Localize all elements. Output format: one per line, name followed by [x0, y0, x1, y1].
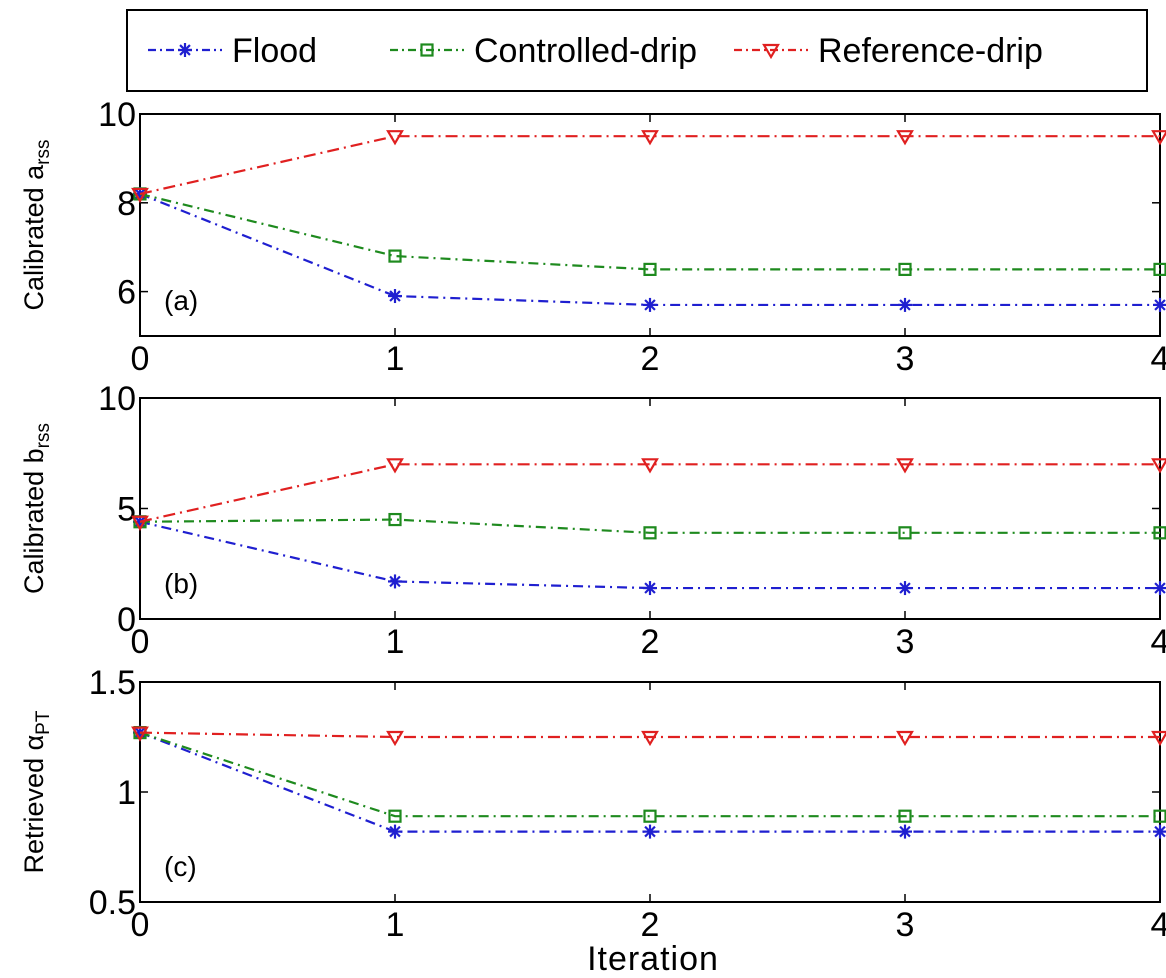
data-point-reference-drip [1151, 130, 1166, 146]
data-point-reference-drip [131, 187, 149, 204]
data-point-flood [1153, 581, 1166, 596]
x-tick-label: 4 [1151, 906, 1166, 944]
y-tick-label: 8 [117, 185, 136, 223]
data-point-controlled-drip [388, 249, 402, 263]
x-axis-label: Iteration [587, 940, 719, 978]
panel-3: 0 1 2 3 4 0.5 1 1.5 Retrieved αPT (c) [19, 664, 1166, 944]
x-tick-label: 3 [896, 340, 915, 378]
data-point-reference-drip [896, 458, 914, 474]
data-point-reference-drip [896, 730, 914, 747]
data-point-flood [388, 574, 402, 589]
data-point-flood [643, 824, 657, 839]
series-line-reference-drip [139, 135, 1160, 195]
x-tick-label: 3 [896, 623, 915, 661]
y-axis-label-main: Calibrated a [19, 164, 49, 311]
data-point-controlled-drip [898, 809, 912, 823]
y-tick-label: 6 [117, 274, 136, 312]
legend-label-0: Flood [232, 32, 317, 70]
legend-marker-2 [762, 43, 780, 60]
data-point-flood [898, 297, 912, 312]
series-line-reference-drip [139, 731, 1160, 739]
legend-marker-1 [420, 43, 434, 57]
data-point-controlled-drip [643, 809, 657, 823]
data-point-reference-drip [386, 130, 404, 146]
data-point-flood [388, 824, 402, 839]
data-point-flood [388, 289, 402, 304]
x-tick-label: 2 [641, 906, 660, 944]
series-line-controlled-drip [139, 192, 1160, 271]
y-tick-label: 0 [117, 601, 136, 639]
y-tick-label: 0.5 [89, 884, 136, 922]
data-point-controlled-drip [898, 262, 912, 276]
data-point-reference-drip [131, 515, 149, 531]
x-tick-label: 1 [386, 340, 405, 378]
y-tick-label: 1.5 [89, 664, 136, 702]
x-tick-label: 0 [131, 623, 150, 661]
data-point-flood [643, 581, 657, 596]
data-point-flood [898, 581, 912, 596]
data-point-controlled-drip [388, 512, 402, 527]
series-line-flood [139, 520, 1160, 590]
data-point-reference-drip [641, 130, 659, 146]
y-axis-label: Retrieved αPT [19, 710, 54, 873]
series-line-controlled-drip [139, 518, 1160, 534]
y-tick-label: 10 [98, 380, 136, 418]
data-point-flood [1153, 297, 1166, 312]
panel-tag: (a) [164, 285, 198, 316]
panel-1: 0 1 2 3 4 6 8 10 Calibrated arss (a) [19, 96, 1166, 378]
x-tick-label: 3 [896, 906, 915, 944]
x-tick-label: 2 [641, 623, 660, 661]
y-tick-label: 10 [98, 96, 136, 134]
data-point-controlled-drip [388, 809, 402, 823]
data-point-controlled-drip [898, 526, 912, 540]
panel-tag: (c) [164, 851, 197, 882]
y-axis-label-sub: rss [33, 423, 54, 448]
plot-frame [139, 681, 1161, 903]
series-line-controlled-drip [139, 731, 1160, 818]
data-point-reference-drip [1151, 458, 1166, 474]
legend-label-2: Reference-drip [818, 32, 1043, 70]
data-point-flood [898, 824, 912, 839]
data-point-controlled-drip [643, 262, 657, 276]
data-point-flood [643, 297, 657, 312]
x-tick-label: 4 [1151, 623, 1166, 661]
x-tick-label: 0 [131, 340, 150, 378]
series-line-flood [139, 192, 1160, 307]
y-axis-label-main: Calibrated b [19, 448, 49, 594]
x-tick-label: 1 [386, 623, 405, 661]
data-point-controlled-drip [643, 526, 657, 540]
panel-tag: (b) [164, 568, 198, 599]
y-tick-label: 1 [117, 774, 136, 812]
legend-label-1: Controlled-drip [474, 32, 697, 70]
data-point-reference-drip [386, 730, 404, 747]
panel-2: 0 1 2 3 4 0 5 10 Calibrated brss (b) [19, 380, 1166, 661]
data-point-flood [1153, 824, 1166, 839]
y-axis-label-main: Retrieved α [19, 735, 49, 874]
y-axis-label: Calibrated arss [19, 140, 54, 311]
data-point-reference-drip [1151, 730, 1166, 747]
data-point-reference-drip [896, 130, 914, 146]
data-point-reference-drip [641, 458, 659, 474]
data-point-reference-drip [386, 458, 404, 474]
y-axis-label-sub: PT [33, 710, 54, 735]
series-line-reference-drip [139, 463, 1160, 523]
x-tick-label: 1 [386, 906, 405, 944]
x-tick-label: 0 [131, 906, 150, 944]
y-tick-label: 5 [117, 491, 136, 529]
legend-marker-0 [178, 43, 192, 57]
data-point-reference-drip [641, 730, 659, 747]
y-axis-label-sub: rss [33, 140, 54, 165]
legend: Flood Controlled-drip Reference-drip [126, 9, 1148, 92]
y-axis-label: Calibrated brss [19, 423, 54, 594]
x-tick-label: 4 [1151, 340, 1166, 378]
x-tick-label: 2 [641, 340, 660, 378]
legend-box [126, 9, 1148, 92]
data-point-reference-drip [131, 726, 149, 742]
